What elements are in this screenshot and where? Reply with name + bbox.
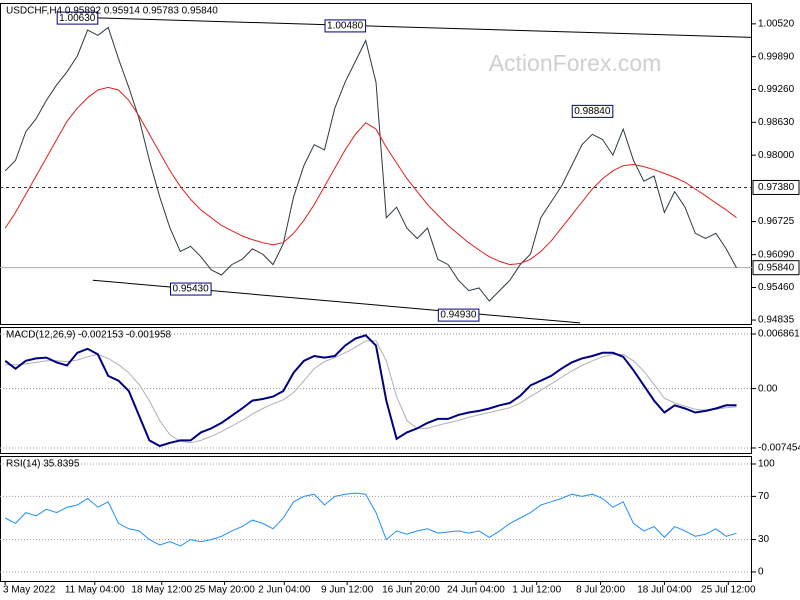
- annotation-label: 1.00480: [327, 21, 364, 32]
- series-line: [4, 26, 737, 302]
- y-tick-label: 0.006861: [758, 329, 800, 340]
- x-tick-label: 8 Jul 20:00: [576, 585, 625, 596]
- y-tick-label: 100: [758, 459, 775, 470]
- annotation-box: [169, 282, 212, 296]
- annotation-label: 0.98840: [574, 106, 611, 117]
- x-tick-label: 1 Jul 12:00: [512, 585, 561, 596]
- price-label: 0.97380: [758, 182, 795, 193]
- y-tick-label: -0.007454: [758, 443, 800, 454]
- x-tick-label: 25 May 20:00: [194, 585, 255, 596]
- y-tick-label: 0: [758, 567, 764, 578]
- x-tick-label: 16 Jun 20:00: [382, 585, 440, 596]
- y-tick-label: 0.96725: [758, 216, 795, 227]
- x-tick-label: 24 Jun 04:00: [447, 585, 505, 596]
- x-tick-label: 18 May 12:00: [131, 585, 192, 596]
- series-line: [4, 86, 737, 266]
- panel-frame: [0, 327, 752, 454]
- y-tick-label: 0.94835: [758, 315, 795, 326]
- y-tick-label: 70: [758, 491, 770, 502]
- panel-title: RSI(14) 35.8395: [6, 459, 80, 470]
- series-line: [4, 492, 737, 547]
- annotation-label: 0.95430: [172, 284, 209, 295]
- y-tick-label: 0.98630: [758, 117, 795, 128]
- trendline: [87, 17, 753, 38]
- series-line: [5, 340, 737, 444]
- y-tick-label: 0.98000: [758, 150, 795, 161]
- panel-title: USDCHF,H4 0.95892 0.95914 0.95783 0.9584…: [6, 6, 218, 17]
- x-tick-label: 11 May 04:00: [65, 585, 125, 596]
- x-tick-label: 25 Jul 12:00: [701, 585, 756, 596]
- annotation-label: 0.94930: [440, 310, 477, 321]
- y-tick-label: 0.96090: [758, 249, 795, 260]
- annotation-box: [56, 11, 99, 25]
- panel-title: MACD(12,26,9) -0.002153 -0.001958: [6, 330, 172, 341]
- annotation-box: [571, 104, 614, 118]
- panel-frame: [0, 3, 752, 325]
- y-tick-label: 1.00520: [758, 18, 795, 29]
- price-label-box: [752, 260, 800, 276]
- series-line: [4, 334, 737, 448]
- annotation-label: 1.00630: [59, 13, 96, 24]
- y-tick-label: 0.99890: [758, 51, 795, 62]
- x-tick-label: 9 Jun 12:00: [321, 585, 374, 596]
- x-tick-label: 18 Jul 04:00: [637, 585, 692, 596]
- price-label-box: [752, 179, 800, 195]
- y-tick-label: 0.00: [758, 383, 778, 394]
- trendline: [92, 279, 581, 324]
- x-tick-label: 3 May 2022: [3, 585, 56, 596]
- watermark: ActionForex.com: [489, 50, 662, 76]
- y-tick-label: 0.95460: [758, 282, 795, 293]
- y-tick-label: 0.99260: [758, 84, 795, 95]
- y-tick-label: 30: [758, 534, 770, 545]
- x-tick-label: 2 Jun 04:00: [258, 585, 311, 596]
- price-label: 0.95840: [758, 262, 795, 273]
- panel-frame: [0, 456, 752, 582]
- annotation-box: [324, 19, 367, 33]
- annotation-box: [437, 308, 480, 322]
